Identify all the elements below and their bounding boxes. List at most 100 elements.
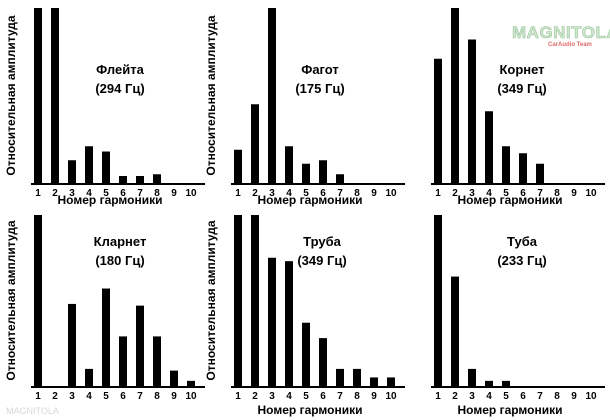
bar (319, 338, 327, 386)
x-axis-label: Номер гармоники (258, 403, 363, 417)
logo-text: MAGNITOLA (512, 23, 610, 42)
x-tick-label: 2 (52, 188, 58, 199)
bar (119, 176, 127, 183)
bar (502, 146, 510, 183)
x-tick-label: 8 (354, 391, 360, 402)
y-axis-label: Относительная амплитуда (4, 220, 18, 380)
x-tick-label: 6 (320, 391, 326, 402)
x-tick-label: 3 (69, 391, 75, 402)
bar (336, 368, 344, 386)
chart-title: Фагот (301, 62, 339, 77)
x-tick-label: 1 (435, 188, 441, 199)
bar (302, 163, 310, 183)
bar (136, 176, 144, 183)
chart-title: Флейта (96, 62, 144, 77)
bar (387, 377, 395, 386)
y-axis-label: Относительная амплитуда (204, 15, 218, 175)
x-axis-label: Номер гармоники (458, 193, 563, 207)
x-tick-label: 6 (320, 188, 326, 199)
x-tick-label: 3 (269, 188, 275, 199)
bar (170, 370, 178, 386)
logo-watermark: MAGNITOLA CarAudio Team (512, 23, 610, 48)
bar (34, 215, 42, 386)
x-tick-label: 8 (554, 391, 560, 402)
bar (153, 174, 161, 183)
bar (85, 368, 93, 386)
x-axis-label: Номер гармоники (58, 193, 163, 207)
x-tick-label: 10 (385, 391, 397, 402)
chart-subtitle: (349 Гц) (297, 253, 346, 268)
chart-subtitle: (233 Гц) (497, 253, 546, 268)
x-tick-label: 5 (503, 188, 509, 199)
x-tick-label: 7 (537, 391, 543, 402)
x-tick-label: 2 (452, 391, 458, 402)
x-tick-label: 7 (537, 188, 543, 199)
bar (234, 215, 242, 386)
x-tick-label: 2 (52, 391, 58, 402)
x-tick-label: 9 (171, 188, 177, 199)
bar (451, 276, 459, 386)
x-tick-label: 2 (252, 188, 258, 199)
bar (336, 174, 344, 183)
x-tick-label: 1 (235, 188, 241, 199)
x-tick-label: 2 (252, 391, 258, 402)
x-tick-label: 6 (520, 188, 526, 199)
bar (234, 149, 242, 183)
x-tick-label: 6 (520, 391, 526, 402)
bar (119, 336, 127, 386)
bar (85, 146, 93, 183)
bar (536, 163, 544, 183)
bar (370, 377, 378, 386)
x-tick-label: 5 (303, 391, 309, 402)
bar (51, 8, 59, 183)
x-tick-label: 9 (371, 391, 377, 402)
bar (434, 215, 442, 386)
bar (268, 257, 276, 386)
x-tick-label: 9 (571, 391, 577, 402)
chart-panel: 1 2 3 4 5 6 7 8 9 10 Номер гармоники Туба (233 Гц) (431, 215, 605, 417)
bar (251, 104, 259, 183)
x-tick-label: 5 (303, 188, 309, 199)
x-tick-label: 8 (154, 188, 160, 199)
bar (187, 380, 195, 386)
x-tick-label: 7 (137, 188, 143, 199)
x-tick-label: 5 (103, 391, 109, 402)
chart-title: Труба (303, 234, 341, 249)
x-tick-label: 1 (235, 391, 241, 402)
x-tick-label: 10 (185, 391, 197, 402)
x-tick-label: 1 (35, 188, 41, 199)
x-tick-label: 6 (120, 188, 126, 199)
x-tick-label: 3 (69, 188, 75, 199)
chart-subtitle: (175 Гц) (295, 81, 344, 96)
x-tick-label: 3 (269, 391, 275, 402)
bar (485, 380, 493, 386)
bar (502, 380, 510, 386)
x-tick-label: 5 (103, 188, 109, 199)
x-tick-label: 4 (86, 391, 92, 402)
x-tick-label: 4 (486, 391, 492, 402)
bar (319, 160, 327, 183)
y-axis-label: Относительная амплитуда (4, 15, 18, 175)
bar (136, 305, 144, 386)
bar (468, 39, 476, 183)
chart-panel: 1 2 3 4 5 6 7 8 9 10 Относительная амплитуда Кларне… (4, 215, 205, 402)
x-tick-label: 4 (286, 391, 292, 402)
x-tick-label: 1 (35, 391, 41, 402)
x-tick-label: 3 (469, 188, 475, 199)
x-tick-label: 7 (337, 391, 343, 402)
x-tick-label: 3 (469, 391, 475, 402)
bar (251, 215, 259, 386)
x-axis-label: Номер гармоники (458, 403, 563, 417)
bar (468, 368, 476, 386)
x-tick-label: 8 (554, 188, 560, 199)
chart-panel: 1 2 3 4 5 6 7 8 9 10 Номер гармоники Относительная … (204, 215, 405, 417)
chart-subtitle: (349 Гц) (497, 81, 546, 96)
x-tick-label: 10 (585, 188, 597, 199)
bar (302, 322, 310, 386)
bar (268, 8, 276, 183)
x-tick-label: 2 (452, 188, 458, 199)
bar (434, 58, 442, 183)
bar (68, 160, 76, 183)
